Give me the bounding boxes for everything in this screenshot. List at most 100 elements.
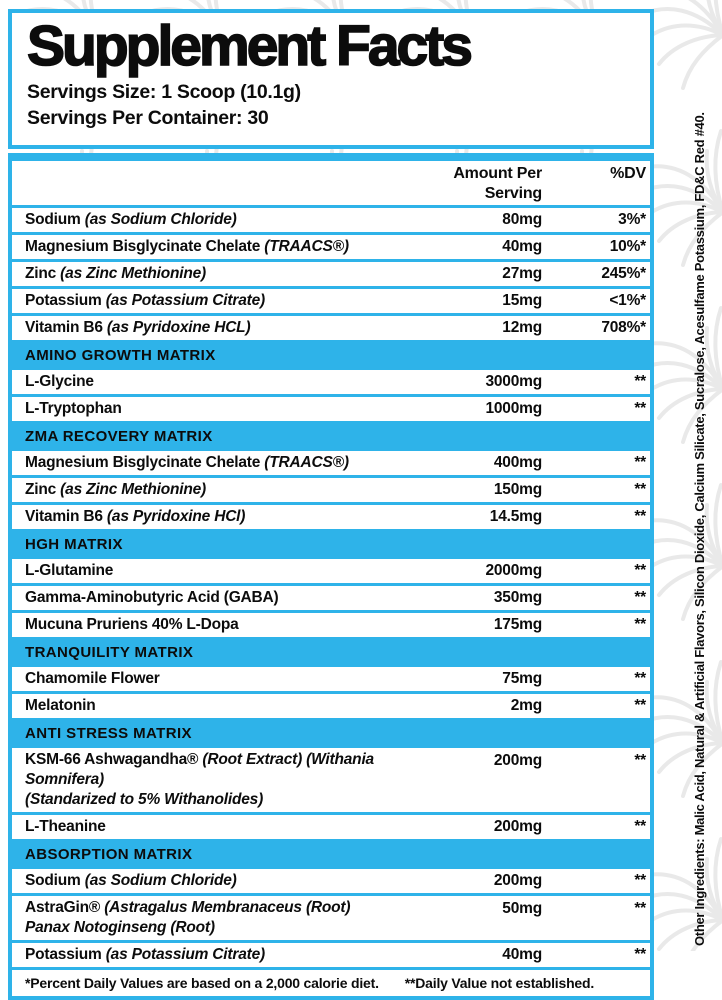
- amount-value: 40mg: [502, 238, 542, 255]
- ingredient-row: AstraGin® (Astragalus Membranaceus (Root…: [12, 896, 650, 940]
- dv-value: **: [634, 373, 646, 390]
- ingredient-row: L-Glycine 3000mg **: [12, 370, 650, 394]
- amount-value: 400mg: [493, 454, 542, 471]
- table-header-row: Amount Per Serving %DV: [12, 161, 650, 205]
- amount-value: 75mg: [502, 670, 542, 687]
- amount-value: 200mg: [493, 818, 542, 835]
- amount-value: 350mg: [493, 589, 542, 606]
- ingredient-name: Chamomile Flower: [25, 670, 160, 687]
- amount-value: 175mg: [493, 616, 542, 633]
- ingredient-row: KSM-66 Ashwagandha® (Root Extract) (With…: [12, 748, 650, 812]
- ingredient-row: Vitamin B6 (as Pyridoxine HCl) 14.5mg **: [12, 505, 650, 529]
- dv-value: **: [634, 454, 646, 471]
- ingredient-name: Vitamin B6 (as Pyridoxine HCL): [25, 319, 251, 336]
- amount-per-serving-header: Amount Per Serving: [453, 165, 542, 202]
- dv-value: **: [634, 400, 646, 417]
- amount-value: 2mg: [510, 697, 542, 714]
- amount-value: 15mg: [502, 292, 542, 309]
- dv-value: **: [634, 670, 646, 687]
- ingredient-row: Chamomile Flower 75mg **: [12, 667, 650, 691]
- dv-value: **: [634, 697, 646, 714]
- dv-value: 3%*: [618, 211, 646, 228]
- ingredient-name: Magnesium Bisglycinate Chelate (TRAACS®): [25, 454, 349, 471]
- amount-value: 80mg: [502, 211, 542, 228]
- amount-value: 150mg: [493, 481, 542, 498]
- dv-value: 708%*: [601, 319, 646, 336]
- dv-value: <1%*: [609, 292, 646, 309]
- amount-value: 50mg: [502, 900, 542, 917]
- amount-value: 40mg: [502, 946, 542, 963]
- ingredient-row: L-Tryptophan 1000mg **: [12, 397, 650, 421]
- ingredient-name: Vitamin B6 (as Pyridoxine HCl): [25, 508, 246, 525]
- dv-value: **: [634, 900, 646, 917]
- ingredient-name: Gamma-Aminobutyric Acid (GABA): [25, 589, 279, 606]
- dv-value: 245%*: [601, 265, 646, 282]
- ingredient-row: Zinc (as Zinc Methionine) 27mg 245%*: [12, 262, 650, 286]
- matrix-section-header: ZMA RECOVERY MATRIX: [25, 427, 213, 445]
- other-ingredients-vertical-text: Other Ingredients: Malic Acid, Natural &…: [692, 112, 707, 946]
- ingredient-name: AstraGin® (Astragalus Membranaceus (Root…: [25, 899, 351, 936]
- dv-value: **: [634, 481, 646, 498]
- footnote-row: *Percent Daily Values are based on a 2,0…: [12, 970, 650, 996]
- ingredient-name: L-Glycine: [25, 373, 94, 390]
- ingredient-name: Potassium (as Potassium Citrate): [25, 946, 265, 963]
- ingredient-name: Potassium (as Potassium Citrate): [25, 292, 265, 309]
- ingredient-row: Magnesium Bisglycinate Chelate (TRAACS®)…: [12, 235, 650, 259]
- matrix-section-header: ANTI STRESS MATRIX: [25, 724, 192, 742]
- supplement-label: Supplement Facts Servings Size: 1 Scoop …: [8, 9, 654, 1000]
- matrix-section-header: HGH MATRIX: [25, 535, 123, 553]
- ingredient-row: Potassium (as Potassium Citrate) 15mg <1%*: [12, 289, 650, 313]
- facts-table: Amount Per Serving %DV Sodium (as Sodium…: [8, 153, 654, 1000]
- amount-value: 3000mg: [485, 373, 542, 390]
- ingredient-name: L-Tryptophan: [25, 400, 122, 417]
- amount-value: 200mg: [493, 872, 542, 889]
- ingredient-name: Sodium (as Sodium Chloride): [25, 211, 237, 228]
- dv-value: **: [634, 946, 646, 963]
- dv-value: **: [634, 562, 646, 579]
- amount-value: 1000mg: [485, 400, 542, 417]
- dv-value: **: [634, 616, 646, 633]
- dv-value: **: [634, 818, 646, 835]
- ingredient-name: L-Glutamine: [25, 562, 114, 579]
- ingredient-row: Magnesium Bisglycinate Chelate (TRAACS®)…: [12, 451, 650, 475]
- dv-value: **: [634, 508, 646, 525]
- matrix-section-header: AMINO GROWTH MATRIX: [25, 346, 216, 364]
- amount-value: 27mg: [502, 265, 542, 282]
- dv-value: **: [634, 872, 646, 889]
- ingredient-row: Zinc (as Zinc Methionine) 150mg **: [12, 478, 650, 502]
- ingredient-row: Mucuna Pruriens 40% L-Dopa 175mg **: [12, 613, 650, 637]
- ingredient-row: L-Glutamine 2000mg **: [12, 559, 650, 583]
- matrix-section-header: ABSORPTION MATRIX: [25, 845, 193, 863]
- title-box: Supplement Facts Servings Size: 1 Scoop …: [8, 9, 654, 149]
- ingredient-name: Mucuna Pruriens 40% L-Dopa: [25, 616, 239, 633]
- footnote-daily-values: *Percent Daily Values are based on a 2,0…: [25, 975, 379, 991]
- dv-value: **: [634, 589, 646, 606]
- ingredient-name: Zinc (as Zinc Methionine): [25, 265, 207, 282]
- ingredient-row: Sodium (as Sodium Chloride) 80mg 3%*: [12, 208, 650, 232]
- supplement-facts-title: Supplement Facts: [26, 14, 474, 78]
- ingredient-row: Melatonin 2mg **: [12, 694, 650, 718]
- amount-value: 12mg: [502, 319, 542, 336]
- footnote-not-established: **Daily Value not established.: [404, 975, 595, 991]
- facts-table-rows: Sodium (as Sodium Chloride) 80mg 3%* Magnes…: [12, 208, 650, 967]
- dv-value: 10%*: [609, 238, 646, 255]
- ingredient-row: Sodium (as Sodium Chloride) 200mg **: [12, 869, 650, 893]
- ingredient-name: KSM-66 Ashwagandha® (Root Extract) (With…: [25, 751, 374, 808]
- dv-header: %DV: [610, 165, 646, 182]
- ingredient-name: Magnesium Bisglycinate Chelate (TRAACS®): [25, 238, 349, 255]
- serving-size-line: Servings Size: 1 Scoop (10.1g): [27, 81, 301, 104]
- header-spacer: [25, 182, 412, 184]
- amount-value: 200mg: [493, 752, 542, 769]
- matrix-section-header: TRANQUILITY MATRIX: [25, 643, 194, 661]
- ingredient-name: Sodium (as Sodium Chloride): [25, 872, 237, 889]
- amount-value: 2000mg: [485, 562, 542, 579]
- ingredient-row: Vitamin B6 (as Pyridoxine HCL) 12mg 708%*: [12, 316, 650, 340]
- amount-value: 14.5mg: [489, 508, 542, 525]
- ingredient-row: L-Theanine 200mg **: [12, 815, 650, 839]
- ingredient-name: Zinc (as Zinc Methionine): [25, 481, 207, 498]
- ingredient-name: L-Theanine: [25, 818, 106, 835]
- ingredient-row: Potassium (as Potassium Citrate) 40mg **: [12, 943, 650, 967]
- ingredient-name: Melatonin: [25, 697, 96, 714]
- ingredient-row: Gamma-Aminobutyric Acid (GABA) 350mg **: [12, 586, 650, 610]
